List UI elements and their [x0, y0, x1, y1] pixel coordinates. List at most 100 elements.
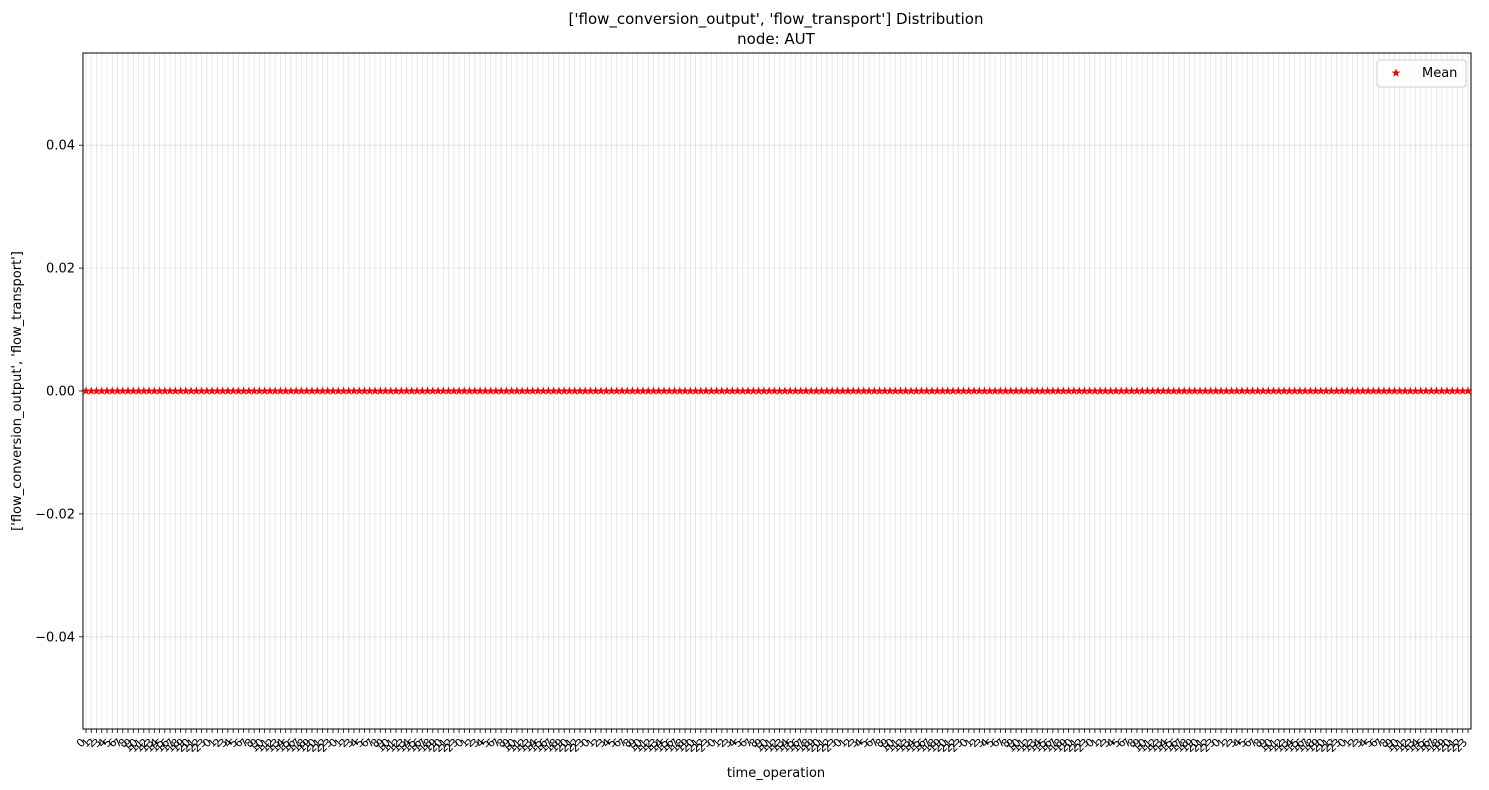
- mean-marker: [896, 386, 905, 395]
- mean-marker: [286, 386, 296, 395]
- mean-marker: [748, 386, 758, 395]
- mean-marker: [1269, 386, 1278, 395]
- mean-marker: [822, 386, 832, 395]
- mean-marker: [943, 386, 953, 395]
- mean-marker: [1426, 386, 1436, 395]
- mean-marker: [1284, 386, 1294, 395]
- mean-marker: [470, 386, 480, 395]
- mean-marker: [696, 386, 706, 395]
- mean-marker: [554, 386, 564, 395]
- mean-marker: [165, 386, 175, 395]
- mean-marker: [276, 386, 285, 395]
- mean-marker: [1106, 386, 1116, 395]
- mean-marker: [670, 386, 679, 395]
- mean-marker: [1001, 386, 1010, 395]
- mean-marker: [1158, 386, 1168, 395]
- mean-marker: [1437, 386, 1447, 395]
- mean-marker: [1337, 386, 1347, 395]
- mean-marker: [486, 386, 495, 395]
- mean-marker: [974, 386, 984, 395]
- mean-marker: [1190, 386, 1200, 395]
- mean-marker: [323, 386, 333, 395]
- mean-marker: [239, 386, 249, 395]
- mean-marker: [1290, 386, 1299, 395]
- mean-marker: [228, 386, 238, 395]
- mean-marker: [738, 386, 748, 395]
- mean-marker: [596, 386, 606, 395]
- mean-marker: [1043, 386, 1052, 395]
- mean-marker: [549, 386, 559, 395]
- mean-marker: [843, 386, 853, 395]
- mean-marker: [1442, 386, 1452, 395]
- mean-marker: [149, 386, 159, 395]
- mean-marker: [496, 386, 506, 395]
- mean-marker: [1242, 386, 1252, 395]
- mean-marker: [1174, 386, 1184, 395]
- mean-marker: [433, 386, 443, 395]
- mean-marker: [1311, 386, 1320, 395]
- mean-marker: [1463, 386, 1473, 395]
- mean-marker: [754, 386, 763, 395]
- mean-marker: [1432, 386, 1441, 395]
- mean-marker: [1116, 386, 1126, 395]
- mean-marker: [1164, 386, 1173, 395]
- mean-marker: [544, 386, 553, 395]
- mean-marker: [701, 386, 711, 395]
- mean-marker: [97, 386, 107, 395]
- mean-marker: [995, 386, 1005, 395]
- mean-marker: [370, 386, 380, 395]
- mean-marker: [990, 386, 1000, 395]
- mean-marker: [1447, 386, 1457, 395]
- mean-marker: [160, 386, 170, 395]
- mean-markers: [81, 386, 1473, 395]
- mean-marker: [1232, 386, 1242, 395]
- mean-marker: [733, 386, 742, 395]
- mean-marker: [218, 386, 227, 395]
- mean-marker: [312, 386, 322, 395]
- mean-marker: [134, 386, 143, 395]
- mean-marker: [1011, 386, 1021, 395]
- mean-marker: [1216, 386, 1226, 395]
- mean-marker: [565, 386, 574, 395]
- mean-marker: [764, 386, 774, 395]
- mean-marker: [449, 386, 459, 395]
- mean-marker: [1095, 386, 1105, 395]
- mean-marker: [291, 386, 301, 395]
- y-axis-label: ['flow_conversion_output', 'flow_transpo…: [10, 251, 25, 531]
- mean-marker: [659, 386, 669, 395]
- mean-marker: [186, 386, 196, 395]
- mean-marker: [1132, 386, 1142, 395]
- mean-marker: [249, 386, 259, 395]
- mean-marker: [176, 386, 185, 395]
- mean-marker: [1405, 386, 1415, 395]
- mean-marker: [1027, 386, 1037, 395]
- mean-marker: [586, 386, 595, 395]
- mean-marker: [859, 386, 869, 395]
- y-tick-label: 0.02: [46, 262, 75, 277]
- y-tick-label: 0.00: [46, 385, 75, 400]
- mean-marker: [1300, 386, 1310, 395]
- mean-marker: [869, 386, 879, 395]
- mean-marker: [717, 386, 727, 395]
- mean-marker: [827, 386, 837, 395]
- mean-marker: [1416, 386, 1426, 395]
- mean-marker: [953, 386, 963, 395]
- mean-marker: [402, 386, 411, 395]
- mean-marker: [1016, 386, 1026, 395]
- mean-marker: [969, 386, 979, 395]
- chart-title-line2: node: AUT: [737, 30, 815, 48]
- mean-marker: [265, 386, 275, 395]
- mean-marker: [454, 386, 464, 395]
- mean-marker: [223, 386, 233, 395]
- mean-marker: [570, 386, 580, 395]
- mean-marker: [932, 386, 942, 395]
- mean-marker: [817, 386, 827, 395]
- mean-marker: [622, 386, 632, 395]
- mean-marker: [959, 386, 968, 395]
- mean-marker: [607, 386, 616, 395]
- chart-title-line1: ['flow_conversion_output', 'flow_transpo…: [569, 10, 984, 29]
- mean-marker: [901, 386, 911, 395]
- mean-marker: [833, 386, 842, 395]
- mean-marker: [523, 386, 532, 395]
- mean-marker: [1358, 386, 1368, 395]
